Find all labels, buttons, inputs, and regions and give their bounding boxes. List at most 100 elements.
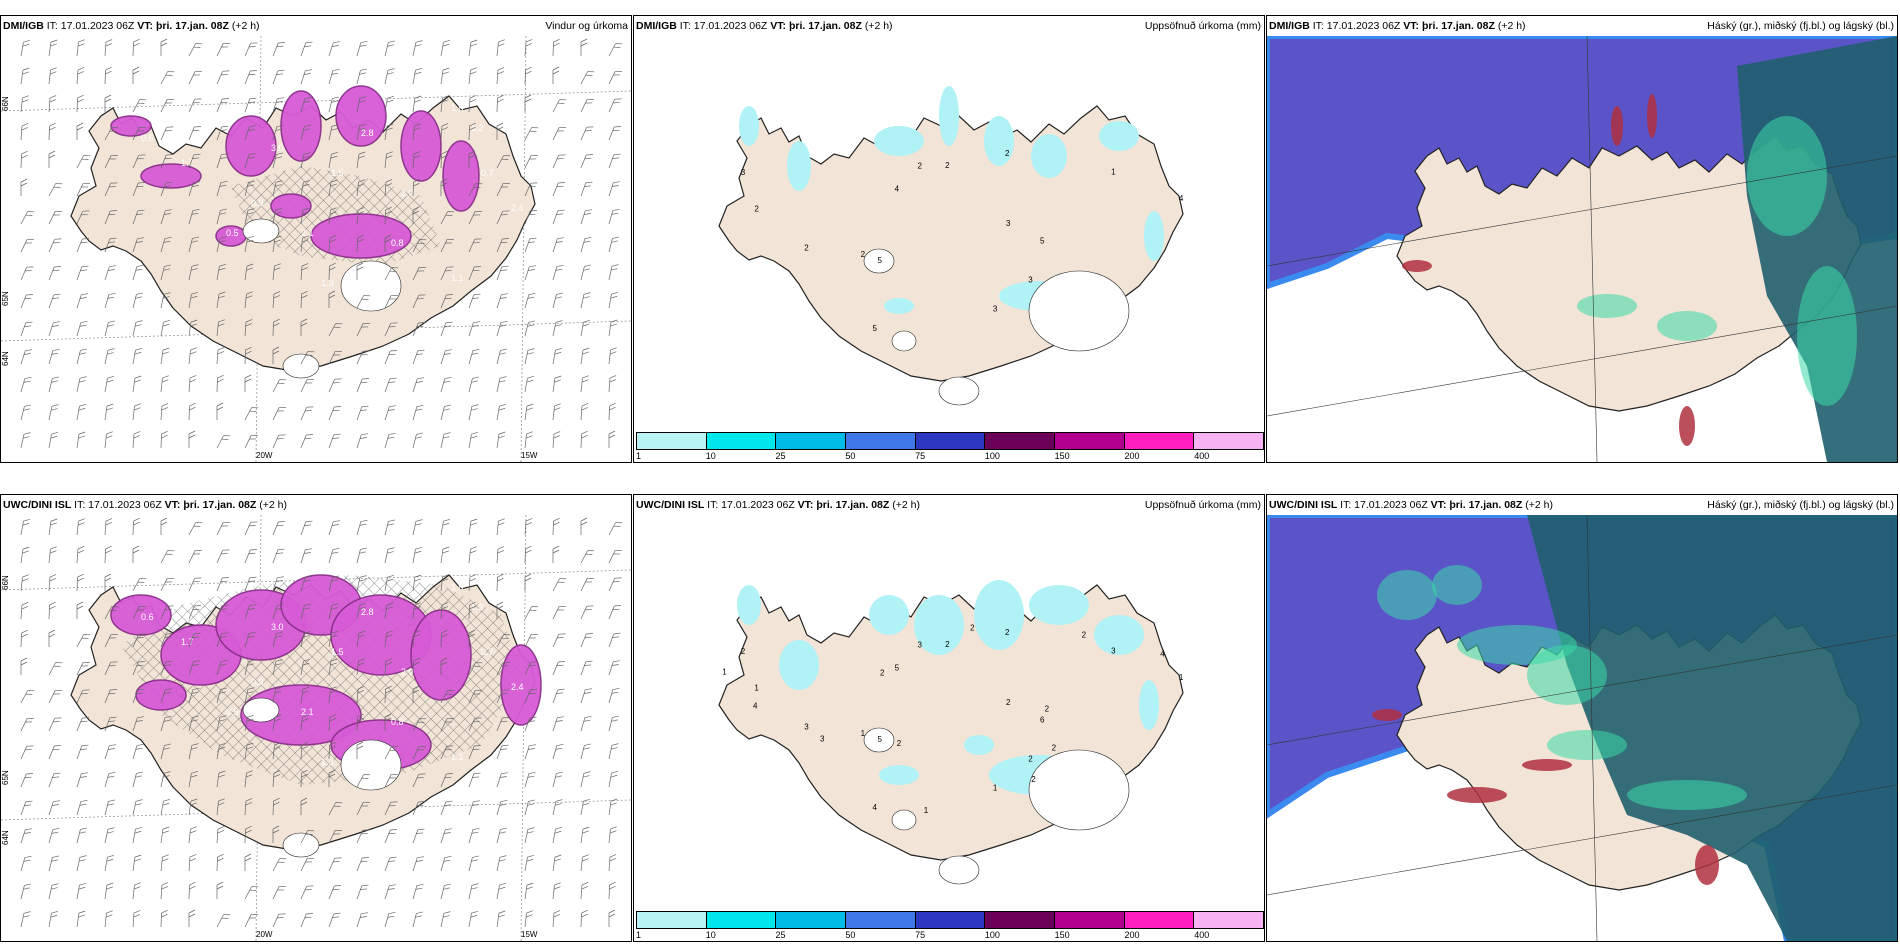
wind-barb: [300, 885, 314, 900]
precip-value: 2: [945, 161, 950, 170]
wind-barb: [160, 688, 173, 704]
wind-barb: [412, 718, 427, 732]
wind-value: 1.2: [471, 123, 484, 133]
wind-barb: [48, 67, 57, 85]
valid-time: þri. 17.jan. 08Z: [183, 499, 257, 511]
colorbar-cell: [985, 912, 1056, 928]
wind-barb: [552, 578, 567, 592]
wind-barb: [356, 857, 369, 872]
wind-barb: [608, 881, 616, 900]
wind-barb: [132, 431, 141, 449]
wind-barb: [524, 210, 537, 225]
wind-value: 2.8: [361, 128, 374, 138]
wind-barb: [468, 910, 478, 928]
wind-barb: [132, 99, 147, 113]
wind-value: 1.1: [451, 273, 464, 283]
precip-value: 1: [924, 806, 929, 815]
wind-barb: [328, 96, 340, 113]
wind-barb: [608, 605, 621, 620]
colorbar-cell: [1124, 912, 1195, 928]
wind-barb: [48, 690, 62, 704]
wind-barb: [76, 183, 90, 197]
wind-barb: [104, 375, 114, 393]
wind-barb: [272, 346, 280, 364]
wind-barb: [188, 909, 196, 927]
wind-barb: [76, 155, 91, 169]
precip-value: 3: [804, 723, 809, 732]
wind-barb: [552, 292, 564, 309]
wind-barb: [132, 237, 145, 253]
wind-barb: [440, 239, 454, 253]
wind-barb: [48, 376, 60, 393]
wind-barb: [76, 518, 85, 536]
wind-barb: [104, 771, 116, 788]
wind-barb: [440, 546, 450, 564]
wind-barb: [76, 431, 86, 449]
wind-barb: [440, 349, 453, 365]
dense-cloud-patch: [1647, 94, 1657, 138]
wind-barb: [300, 714, 309, 732]
wind-barb: [580, 743, 592, 760]
wind-barb: [356, 179, 365, 197]
precip-patch: [1099, 121, 1139, 151]
wind-barb: [580, 126, 594, 141]
wind-barb: [328, 124, 339, 141]
wind-barb: [412, 239, 427, 253]
precip-map[interactable]: 2 1 2 2 1 3 4 5 6 3 2 1 2 1 5 3 2 4 2 1 2 2 3 2 2 1 4 2: [634, 515, 1264, 911]
panel-bottom-right: UWC/DINI ISL IT: 17.01.2023 06Z VT: þri.…: [1266, 494, 1898, 942]
wind-value: 1.0: [451, 103, 464, 113]
precip-patch: [1144, 211, 1164, 261]
colorbar-label: 150: [1054, 930, 1070, 940]
wind-barb: [440, 883, 452, 900]
wind-barb: [216, 319, 225, 337]
wind-barb: [412, 349, 425, 365]
cloud-map[interactable]: [1267, 515, 1897, 941]
dense-cloud-patch: [1611, 106, 1623, 146]
wind-barb: [440, 150, 448, 169]
wind-barb: [384, 95, 394, 113]
wind-barb: [356, 519, 368, 536]
wind-barb: [272, 152, 284, 169]
wind-barb: [496, 546, 505, 564]
wind-barb: [608, 430, 616, 448]
wind-barb: [104, 292, 116, 309]
high-cloud-patch: [1797, 266, 1857, 406]
colorbar-cells: [636, 911, 1264, 929]
iceland-landmass: [718, 580, 1184, 885]
wind-barb: [468, 883, 479, 900]
wind-barb: [160, 71, 175, 85]
wind-barb: [76, 689, 90, 704]
wind-barb: [20, 376, 32, 393]
model-name: UWC/DINI ISL: [636, 499, 705, 511]
wind-barb: [524, 431, 533, 449]
wind-barb: [552, 127, 566, 141]
wind-barb: [216, 798, 225, 816]
lead-time: (+2 h): [1525, 499, 1553, 511]
wind-barb: [524, 182, 538, 197]
wind-barb: [552, 154, 566, 169]
wind-barb: [48, 404, 59, 421]
wind-barb: [356, 350, 370, 365]
cloud-map[interactable]: [1267, 36, 1897, 462]
precip-map[interactable]: 3 2 2 3 2 1 5 4 5 2 2 3 3 4 5 2: [634, 36, 1264, 432]
wind-barb: [132, 38, 140, 57]
precip-blob: [335, 85, 387, 147]
wind-barb: [76, 546, 85, 564]
wind-barb: [524, 348, 535, 365]
wind-barb: [412, 206, 420, 224]
lon-label: 15W: [521, 451, 538, 460]
wind-map[interactable]: 1.0 1.2 2.8 3.0 1.5 2.1 0.8 1.1 2.4 0.9 1.7 0.6 2.0 1…: [1, 36, 631, 462]
precip-value: 1: [1111, 167, 1116, 176]
wind-map[interactable]: 1.0 1.2 2.8 3.0 1.5 2.1 0.8 1.1 2.4 0.9 1.7 0.6 2.0 1…: [1, 515, 631, 941]
wind-barb: [48, 546, 57, 564]
valid-label: VT:: [770, 20, 787, 32]
wind-barb: [384, 151, 393, 169]
wind-barb: [188, 854, 197, 872]
panel-title: Uppsöfnuð úrkoma (mm): [1144, 499, 1261, 511]
wind-barb: [356, 262, 364, 280]
wind-barb: [328, 547, 340, 564]
wind-barb: [440, 294, 453, 309]
wind-barb: [132, 403, 141, 421]
wind-barb: [300, 124, 312, 141]
wind-barb: [188, 605, 201, 620]
